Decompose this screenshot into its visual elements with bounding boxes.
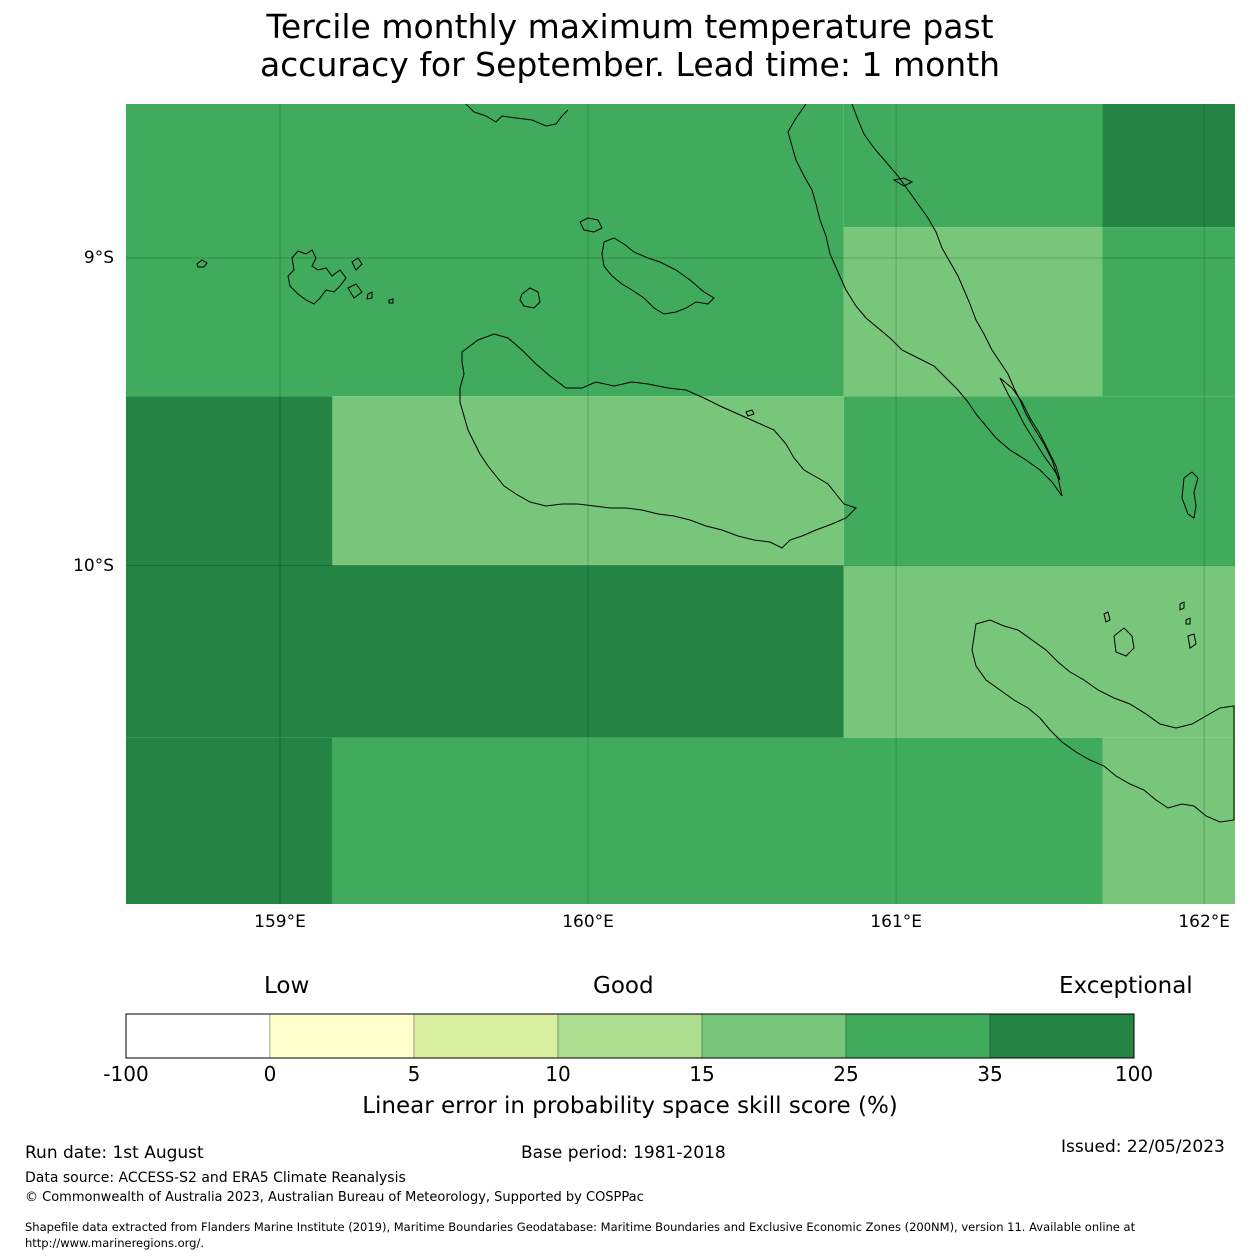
skill-score-map bbox=[126, 103, 1235, 904]
coastline-islet-center bbox=[519, 287, 541, 309]
coastline-san-cristobal bbox=[971, 619, 1235, 823]
run-date: Run date: 1st August bbox=[25, 1143, 204, 1163]
gridlines bbox=[126, 104, 1235, 904]
coastline-russell-islet-2 bbox=[347, 283, 363, 299]
coastlines bbox=[196, 103, 1235, 823]
grid-cell-4 bbox=[1102, 227, 1235, 397]
coastline-florida-islet bbox=[579, 217, 603, 233]
colorbar-bin-0 bbox=[125, 1013, 271, 1059]
grid-cell-7 bbox=[843, 396, 1235, 566]
colorbar-bin-5 bbox=[845, 1013, 991, 1059]
colorbar-label: Linear error in probability space skill … bbox=[362, 1093, 898, 1119]
coastline-malaita bbox=[787, 103, 1063, 497]
lon-tick-label: 162°E bbox=[1178, 912, 1231, 932]
data-source: Data source: ACCESS-S2 and ERA5 Climate … bbox=[25, 1170, 406, 1186]
coastline-russell-islands bbox=[287, 249, 347, 305]
colorbar-bin-6 bbox=[989, 1013, 1135, 1059]
coastline-florida-islands bbox=[601, 237, 715, 315]
map-title-line-2: accuracy for September. Lead time: 1 mon… bbox=[259, 45, 1001, 84]
grid-cell-1 bbox=[843, 104, 1103, 228]
coastline-malaita-east bbox=[999, 377, 1061, 481]
coastline-russell-islet-4 bbox=[388, 298, 394, 304]
grid-cell-0 bbox=[126, 104, 844, 397]
colorbar-category-low: Low bbox=[264, 973, 310, 999]
map-title-line-1: Tercile monthly maximum temperature past bbox=[266, 7, 994, 46]
coastline-islet-se-4 bbox=[1187, 633, 1197, 649]
grid-cell-9 bbox=[843, 565, 1235, 738]
coastline-guadalcanal bbox=[459, 333, 857, 549]
grid-cell-5 bbox=[126, 396, 333, 566]
coastline-islet-se-2 bbox=[1179, 601, 1185, 611]
grid-cell-11 bbox=[332, 737, 1103, 904]
grid-cell-6 bbox=[332, 396, 844, 566]
issued-date: Issued: 22/05/2023 bbox=[1061, 1137, 1225, 1157]
coastline-islet-se-3 bbox=[1185, 617, 1191, 625]
coastline-north-mainland bbox=[465, 103, 569, 127]
colorbar-bin-4 bbox=[701, 1013, 847, 1059]
grid-cell-10 bbox=[126, 737, 333, 904]
shapefile-credit-line-1: Shapefile data extracted from Flanders M… bbox=[25, 1220, 1136, 1234]
base-period: Base period: 1981-2018 bbox=[521, 1143, 726, 1163]
coastline-island-nw-small bbox=[196, 259, 208, 268]
colorbar-category-exceptional: Exceptional bbox=[1059, 973, 1193, 999]
colorbar-bin-2 bbox=[413, 1013, 559, 1059]
grid-cells bbox=[126, 104, 1235, 904]
grid-cell-12 bbox=[1102, 737, 1235, 904]
colorbar-category-good: Good bbox=[593, 973, 654, 999]
coastline-malaita-inlet bbox=[892, 177, 914, 187]
colorbar-tick-label: 5 bbox=[407, 1062, 421, 1086]
lon-tick-label: 159°E bbox=[254, 912, 306, 932]
lon-tick-label: 160°E bbox=[562, 912, 614, 932]
colorbar-tick-label: 0 bbox=[263, 1062, 277, 1086]
grid-cell-2 bbox=[1102, 104, 1235, 228]
lat-tick-label: 10°S bbox=[73, 555, 114, 576]
coastline-russell-islet-3 bbox=[366, 291, 373, 300]
coastline-ugi-islet bbox=[1113, 627, 1135, 657]
colorbar-bin-3 bbox=[557, 1013, 703, 1059]
colorbar-bin-1 bbox=[269, 1013, 415, 1059]
lat-tick-label: 9°S bbox=[83, 247, 114, 268]
coastline-guadalcanal-islet bbox=[745, 409, 755, 417]
colorbar-tick-label: 25 bbox=[833, 1062, 859, 1086]
colorbar-tick-label: 10 bbox=[545, 1062, 571, 1086]
colorbar-bins bbox=[125, 1013, 1135, 1059]
colorbar-tick-label: 15 bbox=[689, 1062, 715, 1086]
colorbar-frame bbox=[125, 1013, 1135, 1059]
grid-cell-8 bbox=[126, 565, 844, 738]
colorbar-tick-label: 100 bbox=[1114, 1062, 1154, 1086]
coastline-islet-east bbox=[1181, 471, 1199, 519]
shapefile-credit-line-2: http://www.marineregions.org/. bbox=[25, 1236, 204, 1250]
coastline-islet-se-1 bbox=[1103, 611, 1111, 623]
colorbar-tick-label: -100 bbox=[103, 1062, 149, 1086]
lon-tick-label: 161°E bbox=[870, 912, 922, 932]
copyright: © Commonwealth of Australia 2023, Austra… bbox=[25, 1190, 644, 1205]
coastline-russell-islet-1 bbox=[351, 257, 363, 271]
colorbar-tick-label: 35 bbox=[977, 1062, 1003, 1086]
